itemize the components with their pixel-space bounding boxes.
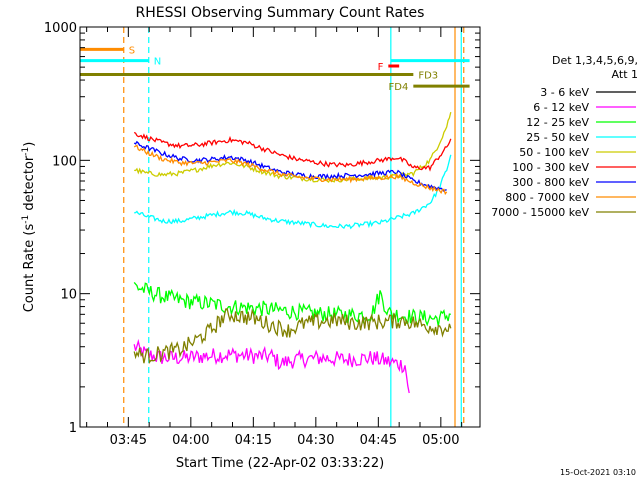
legend-label-0: 3 - 6 keV — [540, 86, 589, 99]
y-axis-label-sup2: -1 — [21, 147, 31, 156]
series-line-8 — [133, 308, 452, 365]
y-tick-label-0: 1 — [69, 421, 77, 436]
generation-timestamp: 15-Oct-2021 03:10 — [560, 468, 636, 477]
legend: Det 1,3,4,5,6,9, Att 1 3 - 6 keV 6 - 12 k… — [491, 54, 638, 219]
y-axis-label-sup: -1 — [21, 215, 31, 224]
legend-label-1: 6 - 12 keV — [533, 101, 589, 114]
legend-label-4: 50 - 100 keV — [519, 146, 589, 159]
x-tick-label-1: 04:00 — [172, 433, 209, 448]
flag-label-fd3: FD3 — [418, 71, 438, 82]
plot-area — [80, 27, 470, 427]
y-axis-label-end: ) — [22, 142, 37, 147]
legend-label-3: 25 - 50 keV — [526, 131, 589, 144]
x-axis-label: Start Time (22-Apr-02 03:33:22) — [176, 456, 384, 471]
series-line-5 — [133, 131, 452, 172]
y-axis-label-mid: detector — [22, 155, 37, 215]
x-tick-label-2: 04:15 — [235, 433, 272, 448]
y-tick-label-2: 100 — [52, 154, 77, 169]
flag-label-f: F — [378, 62, 384, 73]
legend-label-5: 100 - 300 keV — [512, 161, 589, 174]
series-line-3 — [134, 154, 452, 230]
y-tick-label-1: 10 — [60, 288, 77, 303]
flag-label-n: N — [154, 57, 161, 68]
flag-label-fd4: FD4 — [389, 82, 409, 93]
series-line-7 — [133, 144, 448, 196]
chart-title: RHESSI Observing Summary Count Rates — [136, 5, 425, 21]
x-tick-label-4: 04:45 — [360, 433, 397, 448]
y-axis-label-main: Count Rate (s — [22, 224, 37, 313]
legend-label-8: 7000 - 15000 keV — [491, 206, 589, 219]
x-axis: 03:45 04:00 04:15 04:30 04:45 05:00 — [86, 27, 463, 448]
x-tick-label-5: 05:00 — [422, 433, 459, 448]
x-tick-label-0: 03:45 — [110, 433, 147, 448]
y-axis: 1 10 100 1000 — [44, 21, 480, 436]
flag-label-s: S — [129, 45, 135, 56]
x-tick-label-3: 04:30 — [297, 433, 334, 448]
legend-label-6: 300 - 800 keV — [512, 176, 589, 189]
legend-title-line-1: Det 1,3,4,5,6,9, — [552, 54, 638, 67]
y-axis-label: Count Rate (s-1 detector-1) — [21, 142, 37, 313]
series-line-1 — [133, 338, 410, 394]
legend-label-2: 12 - 25 keV — [526, 116, 589, 129]
plot-frame — [79, 26, 481, 428]
y-tick-label-3: 1000 — [44, 21, 77, 36]
legend-label-7: 800 - 7000 keV — [505, 191, 589, 204]
series-line-6 — [133, 140, 447, 192]
legend-title-line-2: Att 1 — [612, 68, 638, 81]
series-line-2 — [133, 281, 451, 327]
